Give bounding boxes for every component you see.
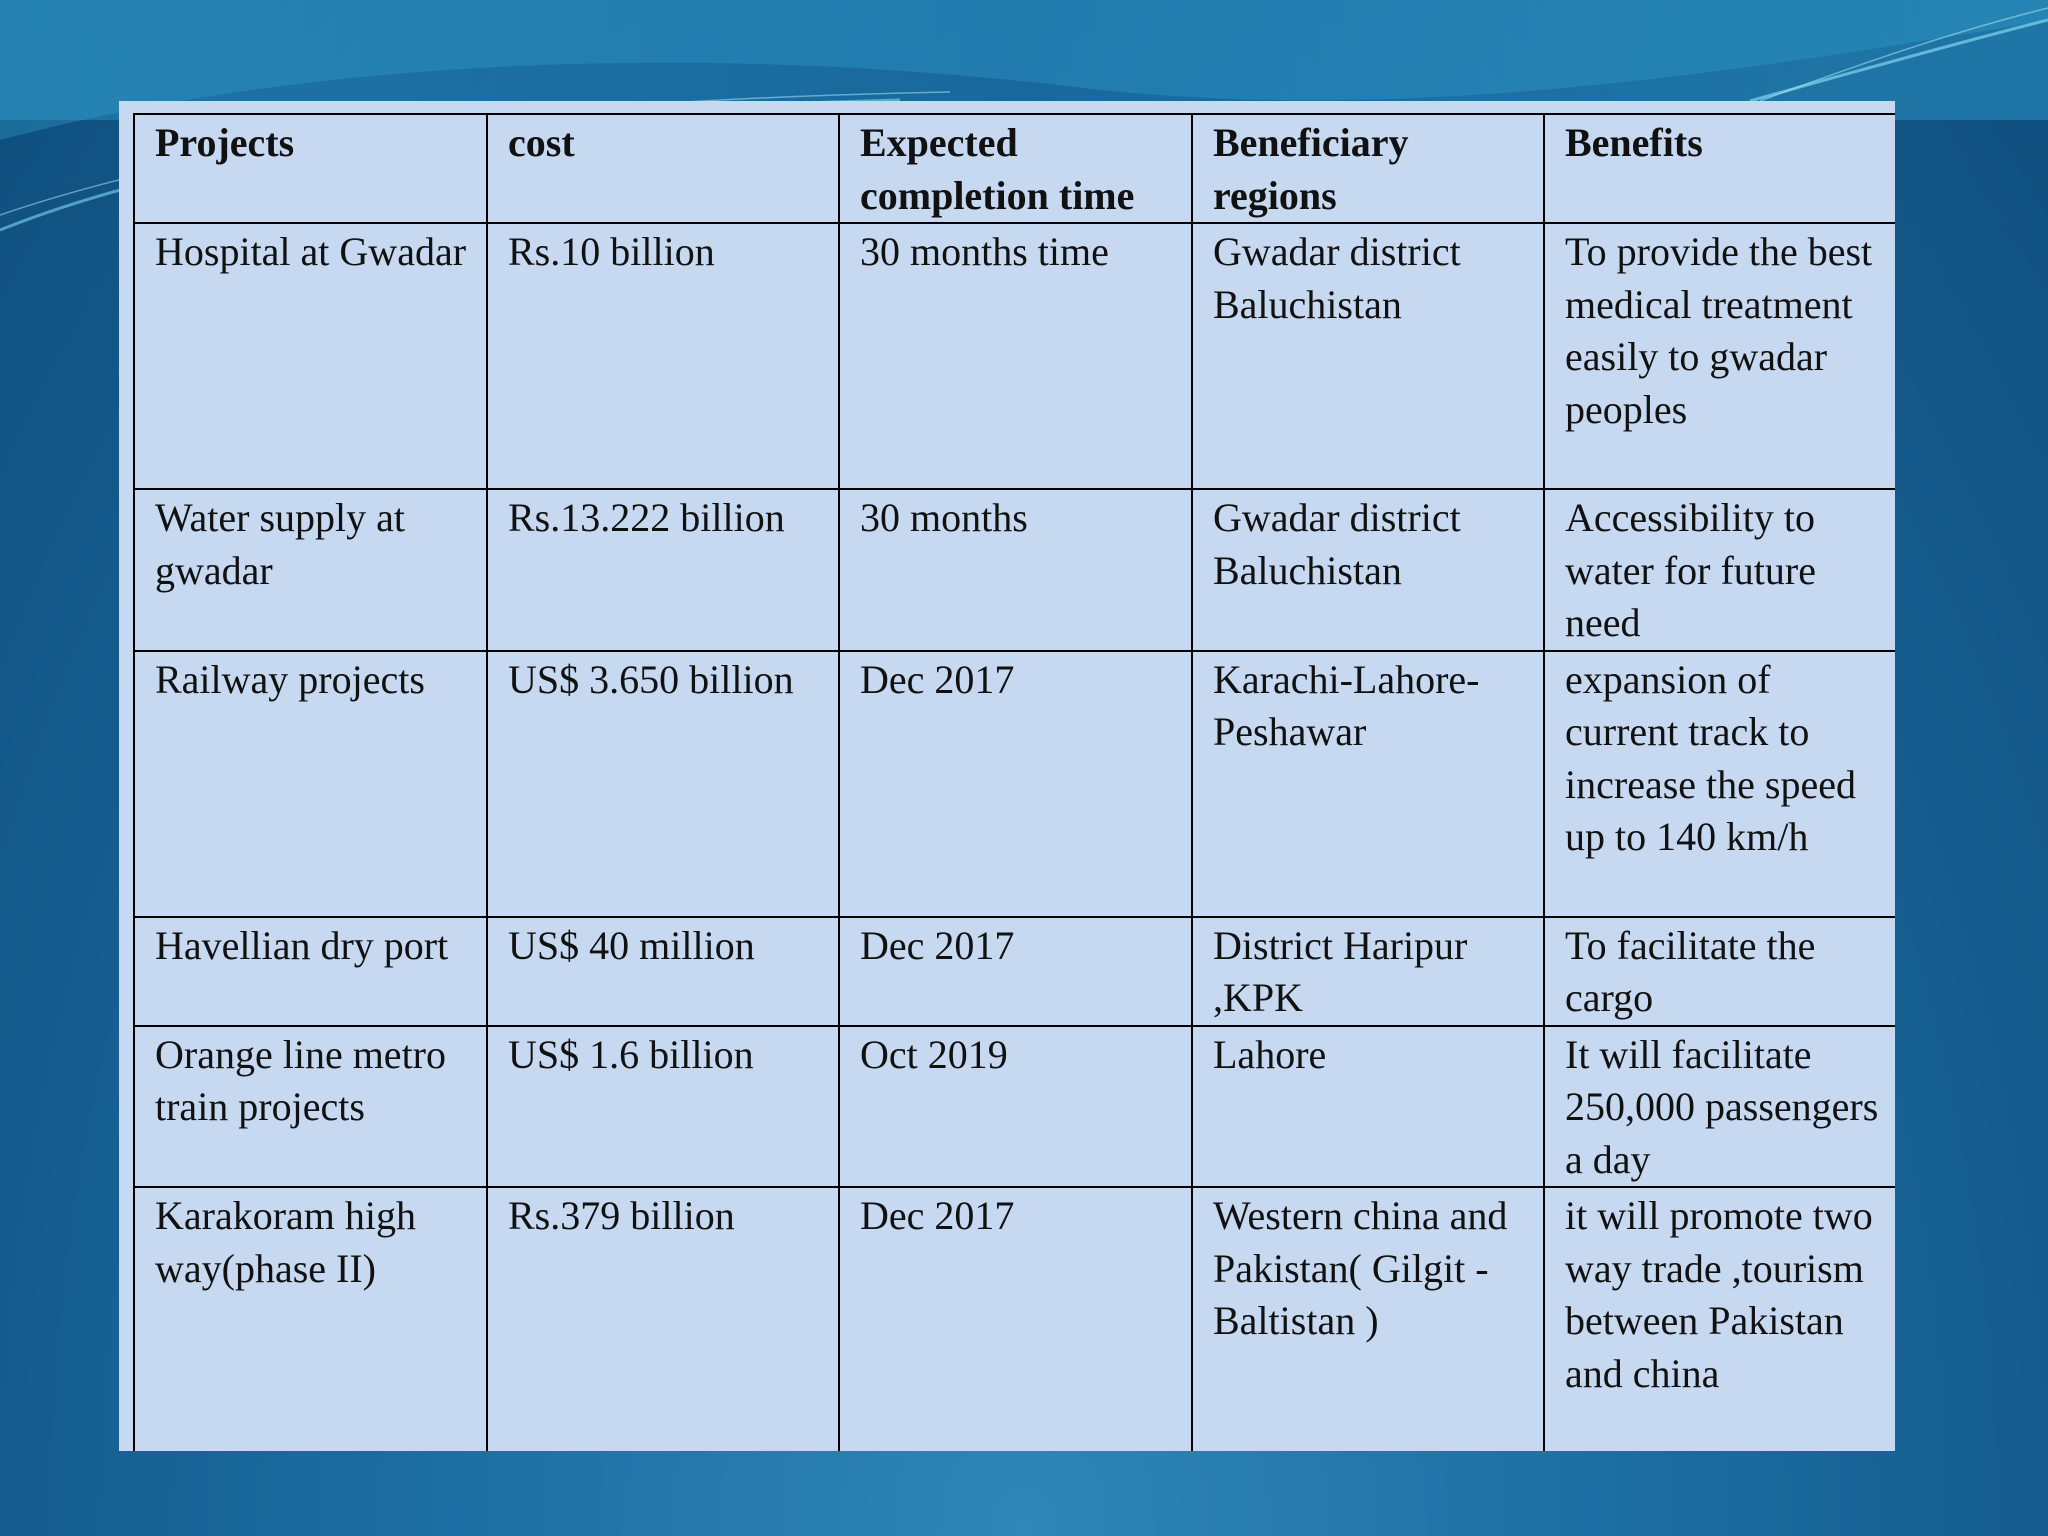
header-benefits: Benefits bbox=[1543, 113, 1895, 224]
projects-table: Projects cost Expected completion time B… bbox=[133, 113, 1895, 1451]
cell-project: Water supply at gwadar bbox=[133, 488, 488, 652]
table-header-row: Projects cost Expected completion time B… bbox=[133, 113, 1895, 224]
cell-benefits: Accessibility to water for future need bbox=[1543, 488, 1895, 652]
cell-project: Hospital at Gwadar bbox=[133, 222, 488, 490]
cell-cost: Rs.13.222 billion bbox=[486, 488, 840, 652]
cell-beneficiary-regions: District Haripur ,KPK bbox=[1191, 915, 1545, 1027]
cell-beneficiary-regions: Western china and Pakistan( Gilgit -Balt… bbox=[1191, 1186, 1545, 1451]
cell-completion-time: Dec 2017 bbox=[838, 649, 1193, 918]
header-projects: Projects bbox=[133, 113, 488, 224]
cell-completion-time: 30 months time bbox=[838, 222, 1193, 490]
header-cost: cost bbox=[486, 113, 840, 224]
header-expected-completion-time: Expected completion time bbox=[838, 113, 1193, 224]
table-row: Hospital at Gwadar Rs.10 billion 30 mont… bbox=[133, 222, 1895, 490]
cell-cost: Rs.379 billion bbox=[486, 1186, 840, 1451]
cell-benefits: It will facilitate 250,000 passengers a … bbox=[1543, 1024, 1895, 1188]
table-row: Railway projects US$ 3.650 billion Dec 2… bbox=[133, 649, 1895, 918]
table-row: Karakoram high way(phase II) Rs.379 bill… bbox=[133, 1186, 1895, 1451]
cell-project: Railway projects bbox=[133, 649, 488, 918]
cell-beneficiary-regions: Lahore bbox=[1191, 1024, 1545, 1188]
table-row: Havellian dry port US$ 40 million Dec 20… bbox=[133, 915, 1895, 1027]
cell-project: Havellian dry port bbox=[133, 915, 488, 1027]
cell-project: Orange line metro train projects bbox=[133, 1024, 488, 1188]
cell-beneficiary-regions: Karachi-Lahore-Peshawar bbox=[1191, 649, 1545, 918]
cell-benefits: it will promote two way trade ,tourism b… bbox=[1543, 1186, 1895, 1451]
cell-benefits: expansion of current track to increase t… bbox=[1543, 649, 1895, 918]
table-row: Orange line metro train projects US$ 1.6… bbox=[133, 1024, 1895, 1188]
header-beneficiary-regions: Beneficiary regions bbox=[1191, 113, 1545, 224]
cell-cost: US$ 3.650 billion bbox=[486, 649, 840, 918]
cell-cost: US$ 40 million bbox=[486, 915, 840, 1027]
cell-completion-time: Dec 2017 bbox=[838, 915, 1193, 1027]
table-row: Water supply at gwadar Rs.13.222 billion… bbox=[133, 488, 1895, 652]
cell-benefits: To facilitate the cargo bbox=[1543, 915, 1895, 1027]
cell-completion-time: Oct 2019 bbox=[838, 1024, 1193, 1188]
cell-completion-time: Dec 2017 bbox=[838, 1186, 1193, 1451]
cell-cost: US$ 1.6 billion bbox=[486, 1024, 840, 1188]
cell-benefits: To provide the best medical treatment ea… bbox=[1543, 222, 1895, 490]
cell-beneficiary-regions: Gwadar district Baluchistan bbox=[1191, 488, 1545, 652]
table-panel: Projects cost Expected completion time B… bbox=[119, 101, 1895, 1451]
cell-project: Karakoram high way(phase II) bbox=[133, 1186, 488, 1451]
cell-completion-time: 30 months bbox=[838, 488, 1193, 652]
cell-beneficiary-regions: Gwadar district Baluchistan bbox=[1191, 222, 1545, 490]
cell-cost: Rs.10 billion bbox=[486, 222, 840, 490]
